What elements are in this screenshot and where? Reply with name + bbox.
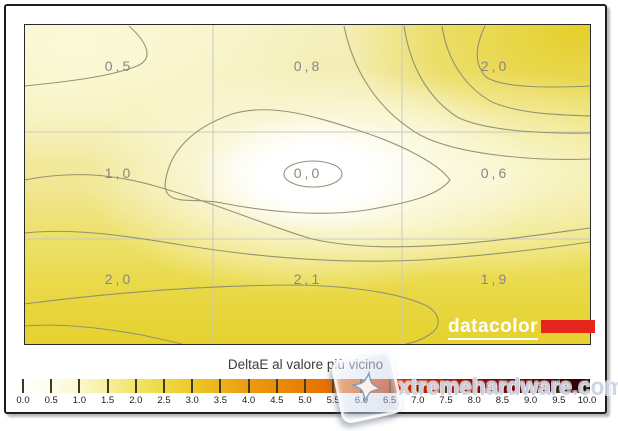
- datacolor-logo-text: datacolor: [448, 317, 539, 340]
- contour-layer: [25, 25, 590, 344]
- colorbar-tick-mark: [557, 379, 560, 393]
- colorbar-tick-label: 1.5: [100, 395, 115, 406]
- contour-bottom-left: [25, 324, 183, 344]
- colorbar-tick-mark: [332, 379, 335, 393]
- cell-value-label: 0,0: [293, 165, 323, 181]
- colorbar-tick-label: 8.0: [467, 395, 481, 406]
- colorbar-tick-mark: [304, 379, 306, 393]
- colorbar-tick-label: 4.5: [270, 395, 284, 406]
- colorbar-tick-label: 0.5: [44, 395, 58, 406]
- colorbar-tick-label: 2.0: [129, 395, 143, 406]
- contour-bottom-loop: [25, 284, 439, 344]
- colorbar-tick-mark: [473, 379, 476, 393]
- colorbar-tick-labels: 0.0 0.5 1.0 1.5 2.0 2.5 3.0 3.5 4.0 4.5 5.0 5.5 6.0 6…: [16, 395, 596, 407]
- colorbar-tick-mark: [445, 379, 447, 393]
- contour-mid-wave-1: [25, 174, 590, 248]
- datacolor-logo-red-bar: [541, 320, 596, 333]
- colorbar-tick-mark: [360, 379, 363, 393]
- colorbar-tick-mark: [50, 379, 53, 393]
- chart-panel: 0,5 0,8 2,0 1,0 0,0 0,6 2,0 2,1 1,9 datacolor De…: [4, 4, 607, 414]
- colorbar-tick-label: 7.5: [439, 395, 453, 406]
- grid-lines: [25, 25, 590, 344]
- cell-value-label: 0,8: [293, 58, 323, 74]
- colorbar-ticks: [22, 379, 588, 393]
- colorbar-tick-mark: [501, 379, 504, 393]
- colorbar-tick-label: 8.5: [495, 395, 509, 406]
- contour-top-right-4: [343, 25, 590, 160]
- colorbar-gradient: [19, 379, 590, 393]
- contour-top-right-1: [476, 25, 590, 88]
- colorbar-tick-label: 3.0: [185, 395, 199, 406]
- colorbar-tick-label: 9.5: [552, 395, 566, 406]
- contour-center-blob: [164, 109, 451, 214]
- contour-lines: [25, 25, 590, 344]
- colorbar-tick-label: 0.0: [16, 395, 30, 406]
- colorbar-tick-label: 7.0: [411, 395, 425, 406]
- colorbar-tick-mark: [163, 379, 165, 393]
- cell-value-label: 1,9: [480, 271, 510, 287]
- colorbar-tick-label: 4.0: [241, 395, 256, 406]
- cell-value-label: 2,0: [104, 271, 134, 287]
- contour-center-ellipse: [283, 160, 343, 188]
- colorbar-title: DeltaE al valore più vicino: [227, 357, 384, 372]
- datacolor-logo: datacolor: [448, 317, 596, 340]
- colorbar-tick-mark: [388, 379, 391, 393]
- colorbar-tick-mark: [275, 379, 278, 393]
- colorbar-tick-mark: [78, 379, 81, 393]
- colorbar-tick-label: 5.5: [326, 395, 340, 406]
- colorbar-tick-label: 9.0: [523, 395, 538, 406]
- colorbar-tick-label: 1.0: [72, 395, 86, 406]
- colorbar-tick-label: 10.0: [577, 395, 597, 406]
- colorbar-tick-label: 6.5: [382, 395, 397, 406]
- colorbar-tick-mark: [22, 379, 24, 393]
- cell-value-label: 0,6: [480, 165, 510, 181]
- colorbar-tick-label: 3.5: [213, 395, 227, 406]
- cell-value-label: 2,1: [293, 271, 323, 287]
- colorbar-tick-mark: [191, 379, 194, 393]
- contour-top-right-2: [441, 25, 590, 117]
- colorbar-tick-mark: [106, 379, 109, 393]
- colorbar-tick-label: 5.0: [298, 395, 312, 406]
- colorbar-tick-label: 2.5: [157, 395, 171, 406]
- colorbar-tick-mark: [416, 379, 419, 393]
- contour-mid-wave-2: [25, 230, 590, 262]
- colorbar-tick-mark: [219, 379, 222, 393]
- colorbar-tick-label: 6.0: [354, 395, 368, 406]
- colorbar-tick-mark: [247, 379, 250, 393]
- colorbar-tick-mark: [586, 379, 588, 393]
- cell-value-label: 2,0: [480, 58, 510, 74]
- contour-top-right-3: [403, 25, 590, 134]
- contour-plot: 0,5 0,8 2,0 1,0 0,0 0,6 2,0 2,1 1,9 datacolor: [24, 24, 596, 345]
- colorbar-tick-mark: [529, 379, 532, 393]
- cell-value-label: 0,5: [104, 58, 134, 74]
- contour-top-left: [25, 25, 148, 87]
- cell-value-label: 1,0: [104, 165, 134, 181]
- colorbar-tick-mark: [134, 379, 137, 393]
